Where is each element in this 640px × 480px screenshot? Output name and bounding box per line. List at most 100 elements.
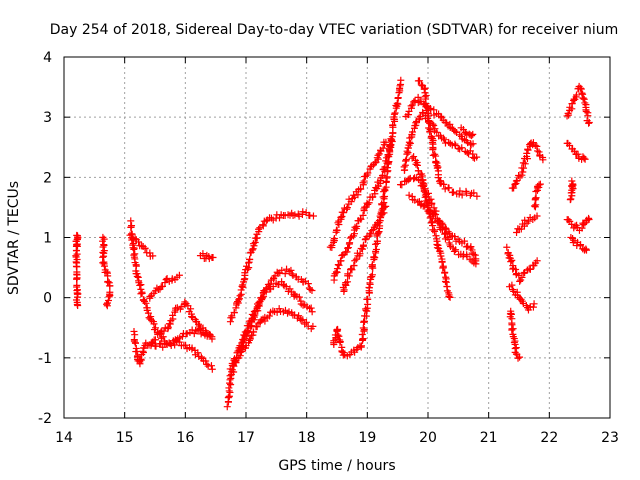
data-point	[354, 191, 362, 199]
y-tick-label: 3	[43, 110, 52, 126]
data-point	[370, 253, 378, 261]
x-tick-label: 21	[480, 430, 498, 446]
data-point	[103, 302, 111, 310]
data-point	[137, 355, 145, 363]
data-point	[282, 283, 290, 291]
data-point	[580, 220, 588, 228]
data-point	[518, 171, 526, 179]
data-point	[146, 293, 154, 301]
data-point	[365, 284, 373, 292]
data-point	[508, 281, 516, 289]
data-point	[577, 241, 585, 249]
data-point	[151, 336, 159, 344]
data-point	[570, 96, 578, 104]
data-point	[103, 300, 111, 308]
data-point	[526, 265, 534, 273]
data-point	[132, 339, 140, 347]
data-point	[389, 122, 397, 130]
data-point	[440, 136, 448, 144]
data-point	[299, 316, 307, 324]
data-point	[243, 328, 251, 336]
data-point	[446, 241, 454, 249]
data-point	[136, 281, 144, 289]
data-point	[458, 191, 466, 199]
data-point	[394, 94, 402, 102]
data-point	[371, 254, 379, 262]
data-point	[455, 190, 463, 198]
data-point	[138, 289, 146, 297]
data-point	[472, 260, 480, 268]
data-point	[531, 141, 539, 149]
data-point	[247, 323, 255, 331]
data-point	[533, 142, 541, 150]
x-tick-label: 18	[298, 430, 316, 446]
data-point	[152, 324, 160, 332]
data-point	[343, 248, 351, 256]
data-point	[382, 138, 390, 146]
data-point	[308, 286, 316, 294]
data-point	[382, 177, 390, 185]
data-point	[513, 176, 521, 184]
data-point	[360, 326, 368, 334]
data-point	[368, 271, 376, 279]
chart-title: Day 254 of 2018, Sidereal Day-to-day VTE…	[50, 22, 619, 38]
data-point	[309, 322, 317, 330]
data-point	[569, 185, 577, 193]
data-point	[127, 223, 135, 231]
data-point	[340, 286, 348, 294]
data-point	[131, 235, 139, 243]
data-point	[345, 272, 353, 280]
data-point	[126, 231, 134, 239]
data-point	[427, 195, 435, 203]
data-point	[404, 111, 412, 119]
data-point	[375, 216, 383, 224]
data-point	[246, 256, 254, 264]
data-point	[330, 234, 338, 242]
data-point	[344, 244, 352, 252]
data-point	[235, 296, 243, 304]
data-point	[230, 309, 238, 317]
data-point	[302, 318, 310, 326]
data-point	[223, 403, 231, 411]
data-point	[510, 287, 518, 295]
data-point	[208, 335, 216, 343]
data-point	[265, 312, 273, 320]
data-point	[518, 273, 526, 281]
data-point	[523, 266, 531, 274]
data-point	[351, 223, 359, 231]
data-point	[441, 277, 449, 285]
data-point	[568, 177, 576, 185]
x-tick-label: 23	[601, 430, 619, 446]
data-point	[273, 308, 281, 316]
data-point	[416, 77, 424, 85]
data-point	[365, 199, 373, 207]
data-point	[381, 163, 389, 171]
data-point	[309, 212, 317, 220]
data-point	[533, 212, 541, 220]
data-point	[429, 120, 437, 128]
data-point	[74, 233, 82, 241]
x-tick-label: 20	[419, 430, 437, 446]
data-point	[582, 245, 590, 253]
data-point	[304, 280, 312, 288]
data-point	[425, 124, 433, 132]
data-point	[141, 297, 149, 305]
data-point	[426, 119, 434, 127]
data-point	[253, 323, 261, 331]
data-point	[456, 187, 464, 195]
data-point	[382, 202, 390, 210]
data-point	[523, 155, 531, 163]
data-point	[426, 127, 434, 135]
data-point	[334, 331, 342, 339]
data-point	[456, 131, 464, 139]
data-point	[567, 233, 575, 241]
data-point	[407, 102, 415, 110]
data-point	[458, 144, 466, 152]
data-point	[424, 202, 432, 210]
data-point	[106, 282, 114, 290]
data-point	[503, 243, 511, 251]
data-point	[445, 184, 453, 192]
data-point	[443, 119, 451, 127]
data-point	[332, 268, 340, 276]
x-tick-label: 14	[55, 430, 73, 446]
